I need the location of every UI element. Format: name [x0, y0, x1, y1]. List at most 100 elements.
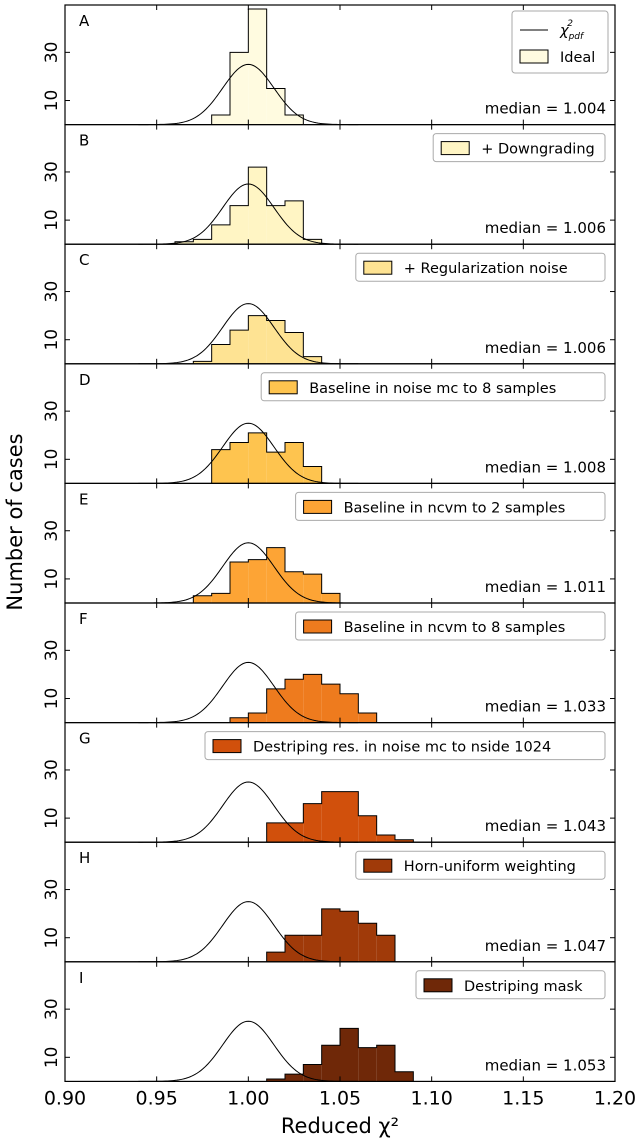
y-tick-label: 30 [42, 42, 62, 64]
histogram-bar [321, 593, 340, 603]
y-tick-label: 10 [42, 807, 62, 829]
histogram-bar [266, 205, 285, 245]
histogram-outline [211, 432, 323, 484]
histogram-bar [321, 791, 340, 843]
panel-letter: I [79, 969, 83, 987]
legend-box [204, 731, 606, 761]
y-tick-label: 30 [42, 759, 62, 781]
histogram-bar [266, 1078, 285, 1082]
histogram-bar [340, 911, 359, 962]
histogram-bar [230, 442, 249, 484]
x-tick-label: 1.15 [502, 1087, 544, 1109]
y-tick-label: 10 [42, 448, 62, 470]
median-label: median = 1.006 [485, 339, 606, 357]
histogram-bar [303, 356, 322, 364]
panel-letter: B [79, 132, 89, 150]
x-tick-label: 0.90 [44, 1087, 86, 1109]
histogram-bar [285, 822, 304, 843]
histogram-outline [192, 547, 341, 603]
histogram-bar [266, 688, 285, 723]
y-tick-label: 10 [42, 688, 62, 710]
histogram-bar [303, 674, 322, 723]
panel-letter: F [79, 610, 88, 628]
legend-label: Horn-uniform weighting [404, 859, 576, 875]
histogram-bar [266, 547, 285, 603]
legend-swatch [212, 739, 242, 754]
y-tick-label: 10 [42, 209, 62, 231]
chi2-pdf-curve [138, 422, 359, 484]
legend-swatch [519, 49, 549, 64]
chi2-pdf-curve [138, 303, 359, 365]
histogram-bar [211, 224, 230, 245]
histogram-bar [303, 803, 322, 843]
histogram-bar [248, 9, 267, 125]
legend-swatch [440, 141, 470, 156]
histogram-outline [266, 1027, 414, 1082]
histogram-bar [376, 1045, 395, 1082]
chi2-pdf-curve [138, 183, 359, 245]
y-tick-label: 30 [42, 520, 62, 542]
legend-label: + Downgrading [481, 142, 595, 158]
histogram-bar [395, 1071, 414, 1082]
x-tick-label: 1.20 [594, 1087, 636, 1109]
histogram-bar [376, 834, 395, 843]
histogram-bar [266, 320, 285, 364]
legend-box [295, 491, 606, 521]
y-tick-label: 10 [42, 927, 62, 949]
legend-swatch [268, 380, 298, 395]
median-label: median = 1.047 [485, 937, 606, 955]
histogram-bar [358, 815, 377, 843]
legend-swatch [363, 858, 393, 873]
histogram-bar [285, 935, 304, 962]
histogram-bar [358, 923, 377, 962]
panel-letter: E [79, 490, 88, 508]
histogram-bar [175, 241, 194, 245]
histogram-bar [248, 315, 267, 364]
histogram-bar [395, 839, 414, 843]
y-tick-label: 30 [42, 281, 62, 303]
chi2-pdf-curve [138, 901, 359, 963]
histogram-bar [285, 114, 304, 125]
y-tick-label: 10 [42, 568, 62, 590]
median-label: median = 1.043 [485, 817, 606, 835]
histogram-bar [358, 1047, 377, 1082]
y-tick-label: 30 [42, 879, 62, 901]
histogram-outline [266, 908, 396, 962]
histogram-outline [229, 673, 378, 723]
histogram-bar [266, 452, 285, 484]
legend-box [355, 850, 606, 880]
chi2-pdf-curve [138, 781, 359, 843]
histogram-bar [248, 167, 267, 245]
chi2-pdf-curve [138, 63, 359, 126]
x-tick-label: 1.05 [319, 1087, 361, 1109]
histogram-bar [193, 361, 212, 364]
histogram-bar [285, 571, 304, 603]
histogram-bar [230, 717, 249, 723]
legend-label: Ideal [560, 50, 595, 66]
histogram-outline [192, 315, 323, 364]
median-label: median = 1.011 [485, 578, 606, 596]
legend-box [295, 611, 606, 641]
histogram-bar [193, 595, 212, 603]
legend-label: Destriping res. in noise mc to nside 102… [253, 740, 551, 756]
y-tick-label: 10 [42, 1046, 62, 1068]
histogram-bar [321, 1045, 340, 1082]
legend-label: Baseline in noise mc to 8 samples [309, 381, 556, 397]
median-label: median = 1.004 [485, 100, 606, 118]
legend-label: Destriping mask [464, 979, 583, 995]
histogram-bar [193, 239, 212, 245]
median-label: median = 1.033 [485, 698, 606, 716]
legend-swatch [423, 978, 453, 993]
histogram-bar [285, 1074, 304, 1082]
legend-curve-label: χpdf2 [559, 19, 585, 42]
histogram-bar [230, 205, 249, 245]
histogram-bar [211, 344, 230, 364]
legend-label: Baseline in ncvm to 2 samples [344, 500, 566, 516]
